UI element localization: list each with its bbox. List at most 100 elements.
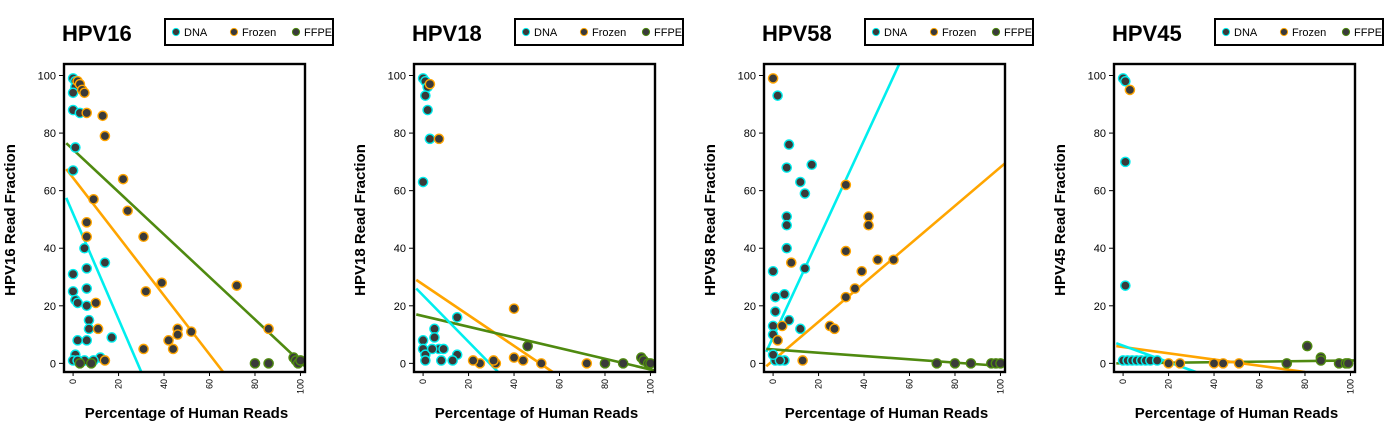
point-frozen: [186, 326, 197, 338]
point-dna: [67, 165, 79, 176]
y-axis: 0 20 40 60 80 100: [38, 71, 64, 370]
plot-frame: [762, 62, 1007, 374]
chart-title: HPV45: [1112, 21, 1182, 46]
point-dna: [81, 263, 93, 274]
point-ffpe: [949, 358, 961, 369]
point-dna: [83, 323, 95, 335]
legend-marker-ffpe: [641, 27, 651, 37]
point-dna: [417, 176, 429, 188]
point-dna: [1120, 280, 1131, 291]
point-dna: [72, 335, 83, 346]
y-tick-label: 80: [744, 128, 756, 140]
legend-marker-dna: [171, 27, 181, 37]
point-ffpe: [1281, 358, 1293, 369]
y-tick-label: 60: [1094, 186, 1106, 198]
plot-frame: [412, 62, 657, 374]
chart-svg: HPV58 DNA Frozen FFPE 0 20 40 60 80 100 0 20 40 60 80 1…: [702, 18, 1034, 422]
point-frozen: [156, 277, 168, 289]
y-tick-label: 20: [44, 301, 56, 313]
point-dna: [424, 133, 436, 145]
x-tick-label: 80: [1300, 379, 1310, 389]
point-dna: [767, 320, 779, 332]
x-tick-label: 20: [1164, 379, 1174, 389]
point-frozen: [840, 291, 852, 303]
y-tick-label: 0: [1100, 358, 1106, 370]
chart-title: HPV18: [412, 21, 482, 46]
point-dna: [447, 355, 458, 366]
point-dna: [81, 335, 93, 346]
points: [67, 73, 306, 369]
y-tick-label: 60: [394, 186, 406, 198]
x-tick-label: 100: [1345, 379, 1355, 394]
y-tick-label: 80: [1094, 128, 1106, 140]
point-ffpe: [965, 358, 977, 369]
y-axis: 0 20 40 60 80 100: [738, 71, 764, 370]
point-dna: [99, 257, 111, 268]
point-frozen: [488, 355, 499, 366]
legend-label-frozen: Frozen: [1292, 27, 1326, 39]
point-dna: [781, 242, 793, 254]
y-axis-label: HPV45 Read Fraction: [1052, 144, 1069, 296]
x-tick-label: 60: [555, 379, 565, 389]
point-ffpe: [1315, 355, 1327, 366]
legend-marker-dna: [1221, 27, 1231, 37]
point-frozen: [508, 352, 520, 363]
x-axis-label: Percentage of Human Reads: [1135, 405, 1338, 422]
point-frozen: [79, 87, 90, 99]
x-tick-label: 100: [995, 379, 1005, 394]
y-tick-label: 60: [44, 186, 56, 198]
plot-frame: [62, 62, 307, 374]
point-dna: [422, 104, 433, 116]
point-dna: [1151, 355, 1163, 366]
point-dna: [67, 286, 79, 297]
point-dna: [1120, 156, 1131, 168]
legend-marker-dna: [521, 27, 531, 37]
plot-frame: [1112, 62, 1357, 374]
fit-line-dna: [765, 64, 901, 353]
legend-marker-frozen: [579, 27, 589, 37]
x-tick-label: 40: [159, 379, 169, 389]
legend-box: [1214, 18, 1384, 46]
point-frozen: [1124, 84, 1136, 96]
y-tick-label: 40: [1094, 243, 1106, 255]
y-tick-label: 20: [744, 301, 756, 313]
y-axis-label: HPV18 Read Fraction: [352, 144, 369, 296]
legend: DNA Frozen FFPE: [164, 18, 334, 46]
point-dna: [106, 332, 118, 343]
y-tick-label: 40: [394, 243, 406, 255]
y-tick-label: 100: [1088, 71, 1106, 83]
legend-label-dna: DNA: [1234, 27, 1258, 39]
x-tick-label: 80: [950, 379, 960, 389]
points: [417, 73, 656, 369]
point-ffpe: [599, 358, 611, 369]
point-dna: [83, 314, 95, 326]
x-axis-label: Percentage of Human Reads: [435, 405, 638, 422]
point-dna: [67, 87, 79, 99]
point-dna: [420, 355, 431, 366]
point-frozen: [829, 323, 840, 335]
point-dna: [420, 90, 431, 101]
legend-box: [864, 18, 1034, 46]
y-tick-label: 0: [750, 358, 756, 370]
legend-marker-frozen: [1279, 27, 1289, 37]
point-frozen: [467, 355, 479, 366]
point-dna: [72, 297, 83, 309]
x-axis-label: Percentage of Human Reads: [85, 405, 288, 422]
point-frozen: [772, 335, 783, 346]
y-tick-label: 100: [738, 71, 756, 83]
y-tick-label: 20: [1094, 301, 1106, 313]
point-frozen: [92, 323, 104, 335]
point-frozen: [138, 343, 149, 355]
legend-label-ffpe: FFPE: [304, 27, 332, 39]
y-tick-label: 100: [388, 71, 406, 83]
point-frozen: [776, 320, 788, 332]
point-dna: [435, 355, 447, 366]
x-axis: 0 20 40 60 80 100: [1118, 372, 1355, 394]
y-axis-label: HPV16 Read Fraction: [2, 144, 19, 296]
point-dna: [770, 291, 781, 303]
chart-panel-hpv58: HPV58 DNA Frozen FFPE 0 20 40 60 80 100 0 20 40 60 80 1…: [700, 0, 1050, 439]
point-frozen: [81, 217, 93, 228]
legend-label-frozen: Frozen: [242, 27, 276, 39]
legend-marker-frozen: [229, 27, 239, 37]
